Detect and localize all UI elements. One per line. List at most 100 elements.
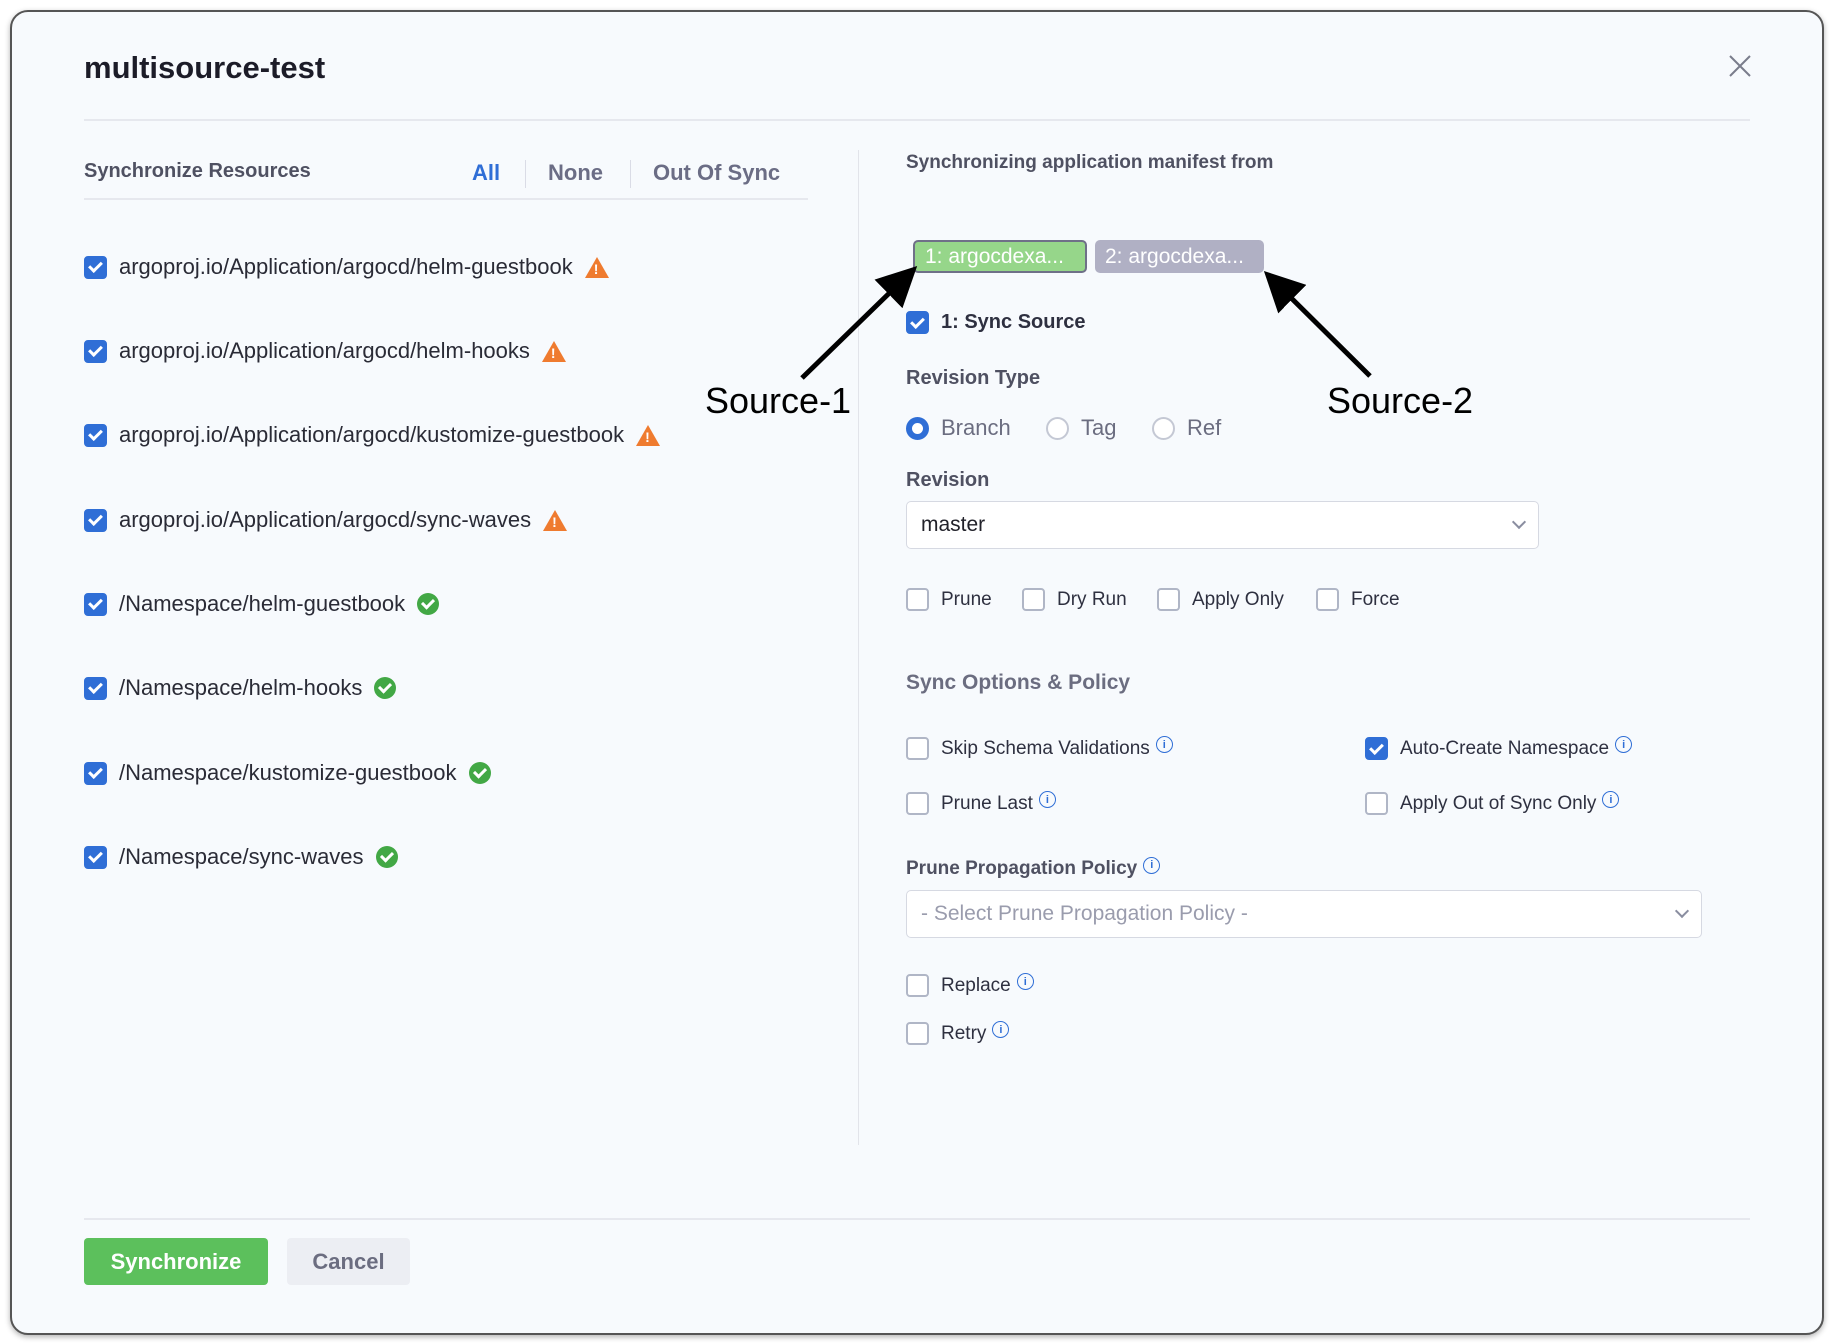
resource-name: argoproj.io/Application/argocd/kustomize… xyxy=(119,422,625,447)
resource-item[interactable]: /Namespace/helm-guestbook xyxy=(84,591,440,617)
skip-schema-checkbox[interactable]: Skip Schema Validations i xyxy=(906,736,1173,760)
checkbox[interactable] xyxy=(906,311,929,334)
source-1-arrow xyxy=(800,266,918,380)
force-checkbox[interactable]: Force xyxy=(1316,588,1400,611)
option-label: Dry Run xyxy=(1057,588,1127,610)
resources-heading: Synchronize Resources xyxy=(84,160,311,182)
revision-type-label: Revision Type xyxy=(906,367,1041,389)
resource-checkbox[interactable] xyxy=(84,676,107,700)
tab-out-of-sync[interactable]: Out Of Sync xyxy=(653,160,781,185)
prune-last-checkbox[interactable]: Prune Last i xyxy=(906,791,1056,815)
resource-item[interactable]: /Namespace/helm-hooks xyxy=(84,675,397,701)
resource-checkbox[interactable] xyxy=(84,761,107,785)
retry-checkbox[interactable]: Retry i xyxy=(906,1021,1010,1045)
resource-item[interactable]: /Namespace/kustomize-guestbook xyxy=(84,760,491,786)
tab-all[interactable]: All xyxy=(472,160,501,185)
radio-label: Branch xyxy=(941,415,1011,440)
info-icon[interactable]: i xyxy=(1038,791,1056,808)
resource-item[interactable]: argoproj.io/Application/argocd/helm-gues… xyxy=(84,254,609,280)
tab-separator xyxy=(525,160,526,188)
warning-icon xyxy=(636,424,661,446)
option-label: Force xyxy=(1351,588,1400,610)
info-icon[interactable]: i xyxy=(1615,736,1633,753)
auto-create-namespace-checkbox[interactable]: Auto-Create Namespace i xyxy=(1365,736,1633,760)
option-label: Prune xyxy=(941,588,992,610)
source-2-annotation: Source-2 xyxy=(1327,380,1474,421)
radio-label: Ref xyxy=(1187,415,1222,440)
radio[interactable] xyxy=(906,416,929,440)
checkbox[interactable] xyxy=(1316,588,1339,611)
resource-name: /Namespace/helm-hooks xyxy=(119,675,363,700)
dry-run-checkbox[interactable]: Dry Run xyxy=(1022,588,1127,611)
checkbox[interactable] xyxy=(906,737,929,760)
checkbox[interactable] xyxy=(906,588,929,611)
sync-source-label: 1: Sync Source xyxy=(941,311,1086,333)
source-1-tag[interactable]: 1: argocdexa... xyxy=(913,240,1087,273)
prune-policy-label: Prune Propagation Policy i xyxy=(906,856,1161,880)
tab-none[interactable]: None xyxy=(548,160,603,185)
option-label: Auto-Create Namespace xyxy=(1400,737,1610,759)
source-2-tag[interactable]: 2: argocdexa... xyxy=(1095,240,1264,273)
warning-icon xyxy=(584,256,609,278)
checkbox[interactable] xyxy=(1157,588,1180,611)
info-icon[interactable]: i xyxy=(1602,791,1620,808)
policy-heading: Sync Options & Policy xyxy=(906,671,1131,694)
option-label: Skip Schema Validations xyxy=(941,737,1150,759)
resource-checkbox[interactable] xyxy=(84,592,107,616)
option-label: Apply Out of Sync Only xyxy=(1400,792,1597,814)
checkbox[interactable] xyxy=(1365,737,1388,760)
apply-only-checkbox[interactable]: Apply Only xyxy=(1157,588,1284,611)
close-icon[interactable] xyxy=(1724,50,1756,82)
resource-checkbox[interactable] xyxy=(84,255,107,279)
prune-policy-select[interactable]: - Select Prune Propagation Policy - xyxy=(906,890,1702,938)
resource-item[interactable]: argoproj.io/Application/argocd/helm-hook… xyxy=(84,338,566,364)
manifest-heading: Synchronizing application manifest from xyxy=(906,152,1274,173)
check-circle-icon xyxy=(374,677,397,699)
check-circle-icon xyxy=(468,762,491,784)
revision-select[interactable]: master xyxy=(906,501,1539,549)
checkbox[interactable] xyxy=(1365,792,1388,815)
warning-icon xyxy=(541,340,566,362)
checkbox[interactable] xyxy=(1022,588,1045,611)
cancel-button[interactable]: Cancel xyxy=(287,1238,410,1285)
checkbox[interactable] xyxy=(906,1022,929,1045)
info-icon[interactable]: i xyxy=(1143,856,1161,874)
radio-ref[interactable]: Ref xyxy=(1152,415,1221,441)
option-label: Retry xyxy=(941,1022,987,1044)
option-label: Prune Last xyxy=(941,792,1033,814)
radio-label: Tag xyxy=(1081,415,1117,440)
info-icon[interactable]: i xyxy=(1155,736,1173,753)
source-2-arrow xyxy=(1263,270,1372,378)
radio[interactable] xyxy=(1046,416,1069,440)
header-divider xyxy=(84,119,1750,121)
checkbox[interactable] xyxy=(906,974,929,997)
resource-item[interactable]: argoproj.io/Application/argocd/sync-wave… xyxy=(84,507,568,533)
resource-checkbox[interactable] xyxy=(84,845,107,869)
resource-item[interactable]: /Namespace/sync-waves xyxy=(84,844,398,870)
resource-name: /Namespace/sync-waves xyxy=(119,844,364,869)
revision-value: master xyxy=(921,513,986,536)
option-label: Replace xyxy=(941,974,1011,996)
column-divider xyxy=(858,150,859,1145)
info-icon[interactable]: i xyxy=(992,1021,1010,1038)
resource-checkbox[interactable] xyxy=(84,423,107,447)
checkbox[interactable] xyxy=(906,792,929,815)
resource-name: /Namespace/helm-guestbook xyxy=(119,591,406,616)
apply-out-of-sync-checkbox[interactable]: Apply Out of Sync Only i xyxy=(1365,791,1620,815)
resource-item[interactable]: argoproj.io/Application/argocd/kustomize… xyxy=(84,422,661,448)
synchronize-button[interactable]: Synchronize xyxy=(84,1238,268,1285)
prune-checkbox[interactable]: Prune xyxy=(906,588,992,611)
sync-source-checkbox[interactable]: 1: Sync Source xyxy=(906,311,1086,334)
resource-checkbox[interactable] xyxy=(84,508,107,532)
radio[interactable] xyxy=(1152,416,1175,440)
radio-branch[interactable]: Branch xyxy=(906,415,1011,441)
info-icon[interactable]: i xyxy=(1016,973,1034,990)
replace-checkbox[interactable]: Replace i xyxy=(906,973,1034,997)
label-text: Prune Propagation Policy xyxy=(906,858,1138,879)
resource-checkbox[interactable] xyxy=(84,339,107,363)
resource-name: argoproj.io/Application/argocd/helm-hook… xyxy=(119,338,530,363)
radio-tag[interactable]: Tag xyxy=(1046,415,1116,441)
revision-label: Revision xyxy=(906,469,990,491)
footer-divider xyxy=(84,1218,1750,1220)
